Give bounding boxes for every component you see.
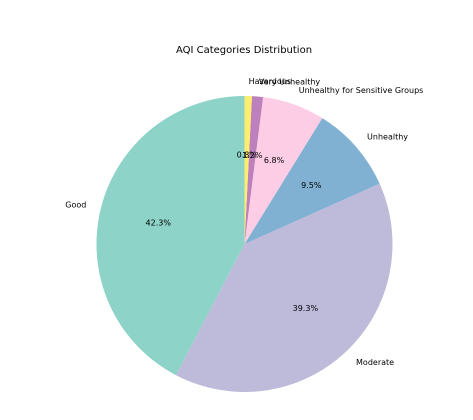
pie-slice-hazardous xyxy=(244,96,252,244)
pct-label-hazardous: 0.8% xyxy=(237,151,258,160)
pct-label-unhealthy-for-sensitive-groups: 6.8% xyxy=(264,156,285,165)
pie-slice-good xyxy=(96,96,245,376)
pct-label-unhealthy: 9.5% xyxy=(301,181,322,190)
pie-slice-unhealthy-for-sensitive-groups xyxy=(244,97,323,244)
chart-title: AQI Categories Distribution xyxy=(176,45,312,56)
pie-labels: Good 42.3% Moderate 39.3% Unhealthy 9.5% Unhea… xyxy=(65,77,423,367)
slice-label-moderate: Moderate xyxy=(356,358,394,367)
pie-slice-moderate xyxy=(176,183,393,393)
pct-label-moderate: 39.3% xyxy=(293,304,319,313)
slice-label-good: Good xyxy=(65,201,86,210)
pie-slice-very-unhealthy xyxy=(244,96,264,244)
pct-label-very-unhealthy: 1.2% xyxy=(242,151,263,160)
slice-label-unhealthy-for-sensitive-groups: Unhealthy for Sensitive Groups xyxy=(299,86,424,95)
pie-slice-unhealthy xyxy=(244,118,380,244)
slice-label-hazardous: Hazardous xyxy=(249,77,291,86)
slice-label-very-unhealthy: Very Unhealthy xyxy=(259,77,321,86)
slice-label-unhealthy: Unhealthy xyxy=(367,132,408,141)
pie-slices xyxy=(96,96,393,393)
pct-label-good: 42.3% xyxy=(146,218,172,227)
